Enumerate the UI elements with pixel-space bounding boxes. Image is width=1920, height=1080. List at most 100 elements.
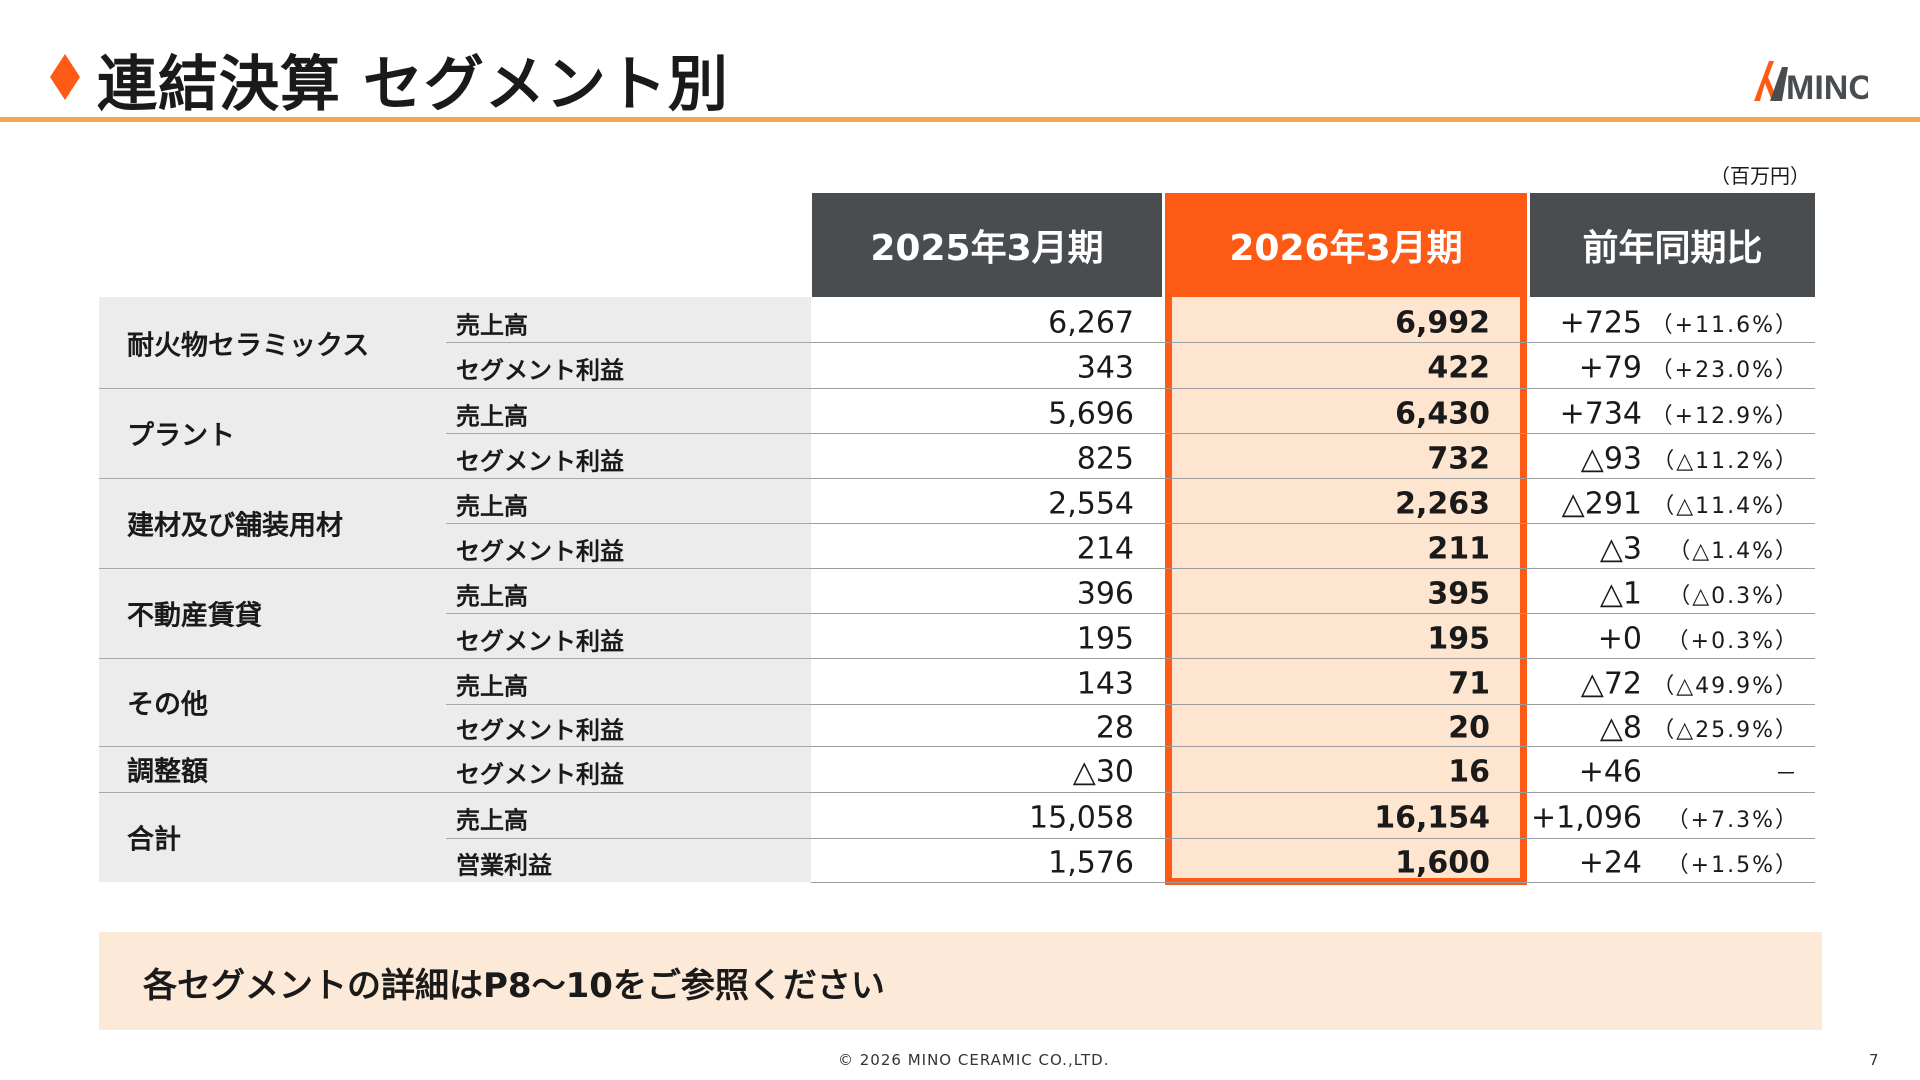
row-divider [811, 388, 1815, 389]
value-yoy-diff: △93 [1580, 441, 1642, 476]
metric-divider [446, 838, 811, 839]
value-current-year: 16 [1448, 754, 1490, 790]
row-divider [811, 704, 1815, 705]
metric-label: セグメント利益 [456, 447, 624, 475]
note-text: 各セグメントの詳細はP8～10をご参照ください [143, 966, 885, 1006]
svg-text:MINO: MINO [1786, 69, 1868, 105]
value-prev-year: 214 [1076, 531, 1134, 566]
segment-name: 耐火物セラミックス [127, 330, 370, 361]
metric-label: 売上高 [456, 672, 528, 701]
metric-label: セグメント利益 [456, 627, 624, 655]
value-yoy-diff: △72 [1580, 666, 1642, 702]
segment-name: その他 [127, 689, 208, 721]
value-yoy-diff: +0 [1597, 621, 1642, 656]
value-yoy-diff: +725 [1559, 305, 1642, 340]
segment-divider [99, 568, 811, 569]
row-divider [811, 568, 1815, 569]
row-divider [811, 523, 1815, 524]
company-logo: MINO [1754, 61, 1868, 105]
metric-label: セグメント利益 [456, 356, 624, 385]
metric-divider [446, 523, 811, 524]
value-current-year: 395 [1427, 576, 1490, 611]
value-yoy-diff: +24 [1578, 845, 1642, 881]
page-title: 連結決算 セグメント別 [97, 50, 729, 120]
value-yoy-pct: （△49.9%） [1652, 674, 1799, 699]
value-current-year: 6,992 [1395, 305, 1490, 340]
value-prev-year: 825 [1076, 441, 1134, 476]
segment-divider [99, 746, 811, 747]
value-yoy-diff: △3 [1599, 531, 1642, 566]
metric-label: セグメント利益 [456, 716, 624, 745]
value-prev-year: △30 [1072, 754, 1134, 790]
metric-label: 売上高 [456, 311, 528, 339]
value-yoy-diff: △291 [1561, 486, 1642, 521]
metric-label: 売上高 [456, 402, 528, 430]
value-yoy-diff: +1,096 [1530, 800, 1642, 836]
segment-column-background [99, 297, 811, 882]
column-header-current-year: 2026年3月期 [1165, 193, 1527, 297]
title-rule [0, 117, 1920, 122]
value-current-year: 195 [1427, 621, 1490, 656]
segment-name: 合計 [127, 824, 181, 856]
segment-name: 建材及び舗装用材 [127, 510, 343, 542]
segment-divider [99, 792, 811, 793]
segment-divider [99, 478, 811, 479]
value-yoy-diff: △8 [1599, 710, 1642, 746]
metric-divider [446, 433, 811, 434]
diamond-bullet-icon [50, 54, 80, 100]
value-yoy-diff: +734 [1559, 396, 1642, 431]
segment-name: 不動産賃貸 [127, 600, 262, 632]
value-yoy-pct: （△1.4%） [1668, 538, 1799, 564]
row-divider [811, 433, 1815, 434]
metric-label: 売上高 [456, 806, 528, 835]
segment-divider [99, 388, 811, 389]
metric-divider [446, 704, 811, 705]
row-divider [811, 882, 1815, 883]
row-divider [811, 658, 1815, 659]
note-box [99, 932, 1822, 1030]
value-yoy-pct: （+23.0%） [1650, 358, 1799, 383]
value-prev-year: 143 [1076, 666, 1134, 702]
unit-label: （百万円） [1710, 164, 1810, 188]
row-divider [811, 342, 1815, 343]
value-yoy-pct: （+1.5%） [1666, 853, 1799, 878]
column-header-yoy: 前年同期比 [1530, 193, 1815, 297]
value-prev-year: 6,267 [1048, 305, 1134, 340]
value-prev-year: 28 [1095, 710, 1134, 746]
value-yoy-pct: （+12.9%） [1650, 403, 1799, 429]
value-prev-year: 5,696 [1048, 396, 1134, 431]
value-current-year: 6,430 [1395, 396, 1490, 431]
segment-name: プラント [127, 420, 235, 452]
segment-name: 調整額 [127, 756, 208, 788]
value-yoy-pct: （+7.3%） [1666, 808, 1799, 833]
value-yoy-pct: （+11.6%） [1650, 312, 1799, 338]
row-divider [811, 478, 1815, 479]
value-current-year: 211 [1427, 531, 1490, 566]
current-year-highlight [1165, 297, 1527, 885]
value-yoy-diff: +79 [1578, 350, 1642, 386]
value-current-year: 2,263 [1395, 486, 1490, 521]
value-yoy-diff: △1 [1599, 576, 1642, 611]
metric-label: 営業利益 [456, 851, 552, 880]
value-prev-year: 396 [1076, 576, 1134, 611]
page-number: 7 [1869, 1051, 1879, 1069]
metric-label: 売上高 [456, 492, 528, 520]
value-prev-year: 2,554 [1048, 486, 1134, 521]
row-divider [811, 838, 1815, 839]
value-yoy-pct: （△11.4%） [1652, 493, 1799, 519]
value-yoy-diff: +46 [1578, 754, 1642, 790]
value-current-year: 732 [1427, 441, 1490, 476]
metric-divider [446, 613, 811, 614]
metric-label: セグメント利益 [456, 760, 624, 789]
value-prev-year: 1,576 [1048, 845, 1134, 881]
value-yoy-pct: （+0.3%） [1666, 628, 1799, 654]
row-divider [811, 792, 1815, 793]
row-divider [811, 613, 1815, 614]
segment-divider [99, 658, 811, 659]
value-prev-year: 343 [1076, 350, 1134, 386]
row-divider [811, 746, 1815, 747]
value-yoy-pct: （△0.3%） [1668, 583, 1799, 609]
value-prev-year: 15,058 [1029, 800, 1134, 836]
value-current-year: 16,154 [1374, 800, 1490, 836]
value-yoy-pct: （△11.2%） [1652, 448, 1799, 474]
